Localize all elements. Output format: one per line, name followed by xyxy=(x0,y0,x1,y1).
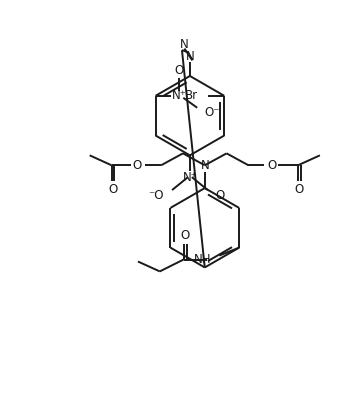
Text: N: N xyxy=(179,38,188,51)
Text: O: O xyxy=(108,183,117,195)
Text: NH: NH xyxy=(194,253,211,266)
Text: O: O xyxy=(175,64,184,76)
Text: N⁺: N⁺ xyxy=(172,89,187,102)
Text: O⁻: O⁻ xyxy=(204,106,219,119)
Text: O: O xyxy=(268,159,277,172)
Text: O: O xyxy=(295,183,304,195)
Text: ⁻O: ⁻O xyxy=(149,189,164,201)
Text: O: O xyxy=(180,229,189,242)
Text: N⁺: N⁺ xyxy=(182,171,197,183)
Text: N: N xyxy=(200,159,209,172)
Text: O: O xyxy=(133,159,142,172)
Text: N: N xyxy=(185,50,194,62)
Text: O: O xyxy=(216,189,225,201)
Text: Br: Br xyxy=(185,89,199,102)
